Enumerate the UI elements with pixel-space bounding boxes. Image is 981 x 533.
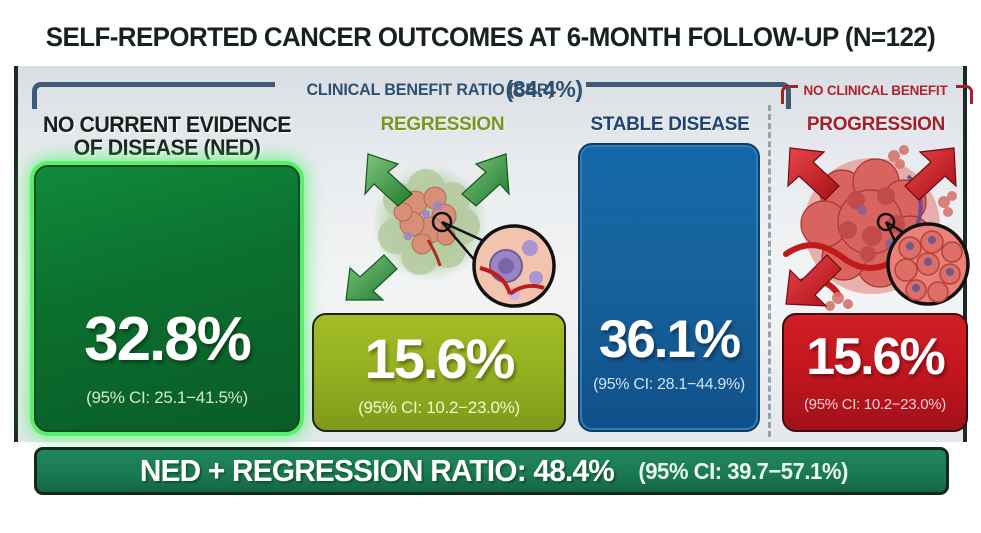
card-stable-disease: 36.1% (95% CI: 28.1−44.9%) (578, 143, 760, 432)
no-clinical-benefit-group: NO CLINICAL BENEFIT (780, 78, 975, 108)
cbr-bracket-right (586, 82, 791, 109)
regression-confidence-interval: (95% CI: 10.2−23.0%) (358, 398, 520, 417)
cbr-bracket-left (32, 82, 275, 109)
footer-confidence-interval: (95% CI: 39.7−57.1%) (638, 457, 849, 484)
progression-confidence-interval: (95% CI: 10.2−23.0%) (803, 396, 946, 413)
metastasis-clusters (825, 145, 957, 311)
card-ned: 32.8% (95% CI: 25.1−41.5%) (34, 165, 300, 432)
stable-confidence-interval: (95% CI: 28.1−44.9%) (593, 376, 745, 393)
column-header-ned-line2: OF DISEASE (NED) (73, 135, 261, 161)
page-title: SELF-REPORTED CANCER OUTCOMES AT 6-MONTH… (45, 22, 936, 52)
shrinking-tumor-icon (345, 153, 556, 308)
cbr-label: CLINICAL BENEFIT RATIO (CBR) (306, 80, 554, 99)
no-clinical-benefit-bracket-right (956, 85, 973, 104)
section-divider (768, 105, 771, 437)
column-header-ned-line1: NO CURRENT EVIDENCE (42, 112, 292, 137)
cbr-value: (84.4%) (505, 76, 583, 102)
column-header-ned: NO CURRENT EVIDENCE OF DISEASE (NED) (26, 113, 307, 160)
clinical-benefit-ratio-group: CLINICAL BENEFIT RATIO (CBR) (84.4%) (14, 76, 967, 109)
magnified-cell-inset (876, 212, 970, 306)
no-clinical-benefit-label: NO CLINICAL BENEFIT (803, 82, 948, 98)
footer-main-label: NED + REGRESSION RATIO: 48.4% (140, 453, 615, 488)
magnified-cell-inset (431, 211, 556, 308)
column-header-progression: PROGRESSION (806, 114, 946, 135)
ned-percent: 32.8% (84, 305, 252, 374)
footer-summary-bar: NED + REGRESSION RATIO: 48.4% (95% CI: 3… (34, 447, 949, 495)
column-header-regression: REGRESSION (380, 114, 505, 135)
stable-percent: 36.1% (598, 310, 741, 369)
card-progression: 15.6% (95% CI: 10.2−23.0%) (782, 313, 968, 432)
regression-percent: 15.6% (364, 327, 516, 390)
no-clinical-benefit-bracket-left (781, 85, 798, 104)
column-header-stable-disease: STABLE DISEASE (590, 114, 750, 135)
progression-percent: 15.6% (806, 328, 945, 386)
ned-confidence-interval: (95% CI: 25.1−41.5%) (86, 388, 248, 407)
growing-tumor-icon (783, 145, 970, 311)
card-regression: 15.6% (95% CI: 10.2−23.0%) (312, 313, 566, 432)
